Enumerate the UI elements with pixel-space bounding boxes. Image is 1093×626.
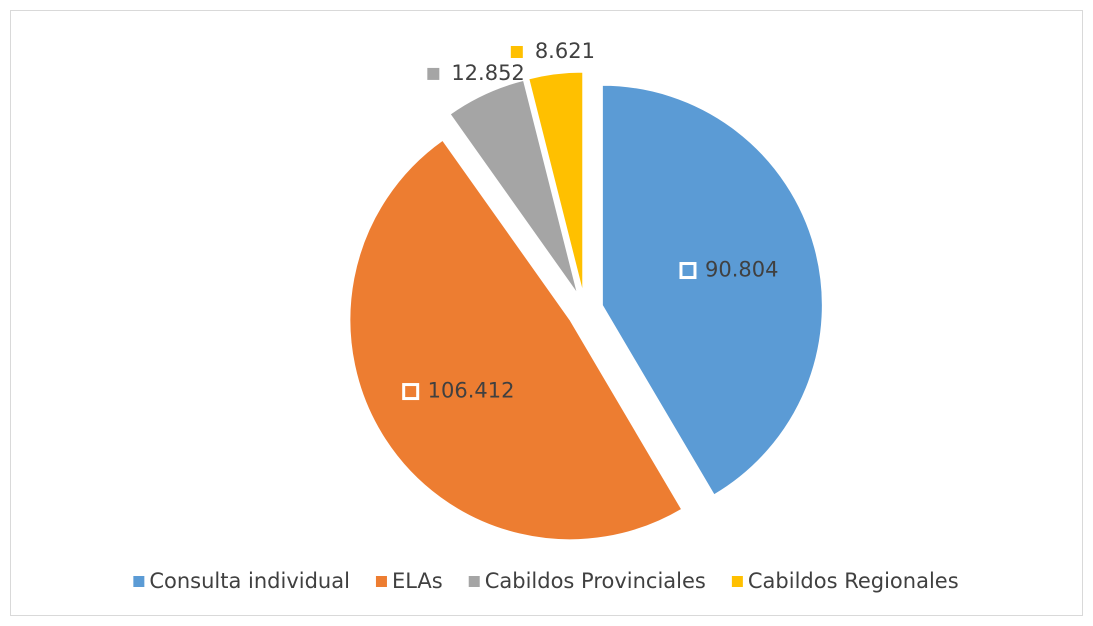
legend-label: Consulta individual (149, 569, 350, 593)
pie-slice (349, 139, 683, 541)
data-label: 90.804 (705, 258, 778, 282)
legend-key (731, 576, 743, 587)
data-label-key (679, 262, 697, 280)
data-label-key (427, 67, 440, 80)
legend-label: Cabildos Provinciales (485, 569, 706, 593)
data-label: 106.412 (428, 379, 515, 403)
pie-slice (601, 84, 823, 496)
legend-key (468, 576, 480, 587)
data-label: 12.852 (451, 61, 524, 85)
data-label: 8.621 (535, 39, 595, 63)
data-label-key (510, 45, 523, 58)
data-label-key (402, 383, 420, 401)
legend-label: Cabildos Regionales (748, 569, 959, 593)
pie-slice (528, 71, 584, 293)
pie-slice (449, 79, 578, 294)
legend-key (133, 576, 145, 587)
legend-key (375, 576, 387, 587)
legend-label: ELAs (392, 569, 443, 593)
